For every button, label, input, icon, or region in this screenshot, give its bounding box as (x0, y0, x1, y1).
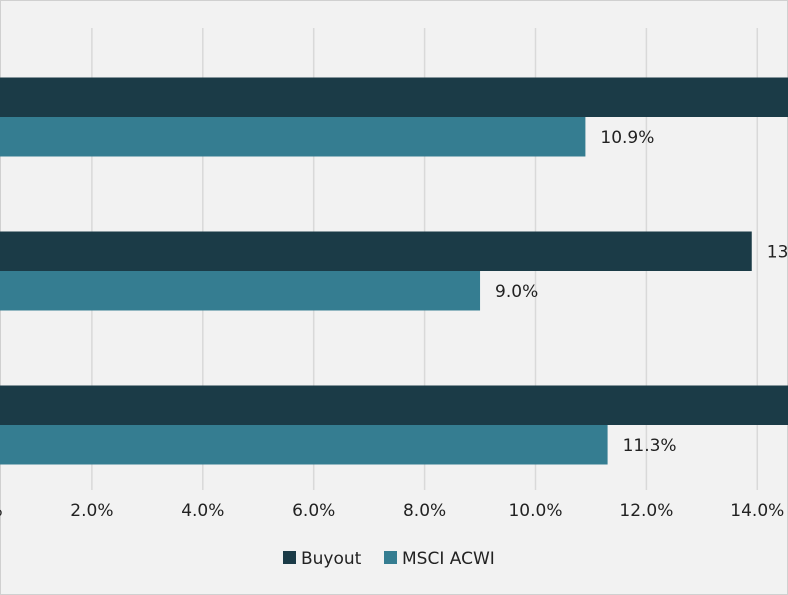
legend-swatch (283, 551, 296, 564)
legend-swatch (384, 551, 397, 564)
bars (0, 77, 788, 465)
x-tick-label: 10.0% (508, 501, 562, 521)
bar (0, 385, 788, 425)
legend-label: Buyout (301, 549, 362, 569)
legend: Buyout MSCI ACWI (283, 549, 495, 569)
data-label: 10.9% (600, 128, 654, 148)
legend-label: MSCI ACWI (402, 549, 495, 569)
bar (0, 117, 586, 157)
bar (0, 271, 481, 311)
data-label: 13.9% (767, 242, 788, 262)
x-tick-label: 8.0% (403, 501, 446, 521)
data-label: 9.0% (495, 282, 538, 302)
x-tick-label: 2.0% (70, 501, 113, 521)
bar (0, 231, 752, 271)
bar (0, 425, 608, 465)
x-tick-label: 14.0% (730, 501, 784, 521)
x-tick-label: 0.0% (0, 501, 3, 521)
labels: 0.0%2.0%4.0%6.0%8.0%10.0%12.0%14.0%16.0%… (0, 128, 788, 521)
x-tick-label: 4.0% (181, 501, 224, 521)
x-tick-label: 6.0% (292, 501, 335, 521)
x-tick-label: 12.0% (619, 501, 673, 521)
bar (0, 77, 788, 117)
data-label: 11.3% (623, 436, 677, 456)
